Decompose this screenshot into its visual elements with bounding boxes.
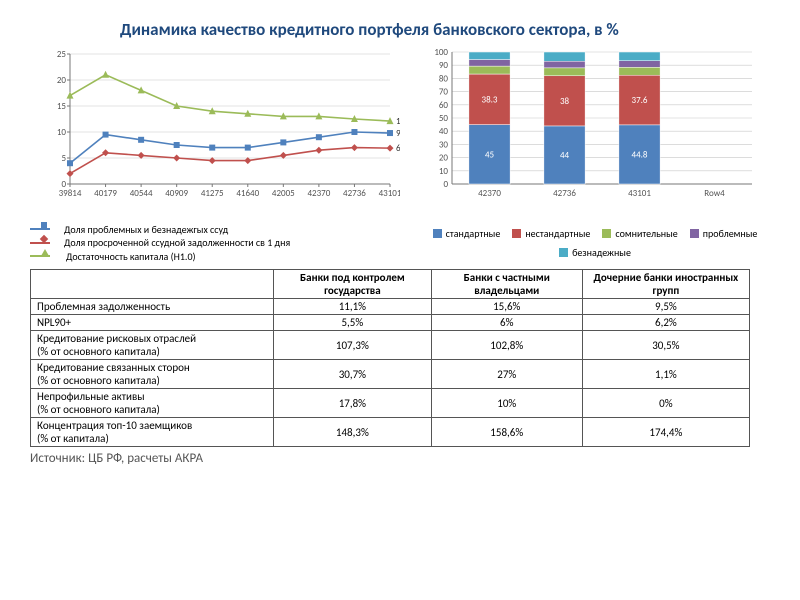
- line-chart: 0510152025398144017940544409094127541640…: [30, 46, 400, 264]
- svg-text:41640: 41640: [236, 188, 259, 199]
- svg-text:40909: 40909: [165, 188, 188, 199]
- svg-text:12.1: 12.1: [396, 116, 400, 127]
- bar-chart: 0 10 20 30 40 50 60 70 80 90 100 42370 45 38.3 42736 44…: [420, 46, 770, 264]
- table-header: Банки с частными владельцами: [431, 270, 582, 299]
- svg-text:Row4: Row4: [704, 188, 725, 199]
- table-row: Кредитование связанных сторон(% от основ…: [31, 360, 750, 389]
- svg-text:42736: 42736: [553, 188, 576, 199]
- svg-text:39814: 39814: [59, 188, 82, 199]
- svg-text:42370: 42370: [478, 188, 501, 199]
- svg-text:37.6: 37.6: [632, 95, 648, 106]
- table-header: Банки под контролем государства: [274, 270, 432, 299]
- svg-text:15: 15: [57, 101, 67, 112]
- bar-chart-svg: 0 10 20 30 40 50 60 70 80 90 100 42370 45 38.3 42736 44…: [420, 46, 760, 216]
- charts-row: 0 5 10 15 20 25 39814 40179 40544 40909 41275 41640…: [30, 46, 770, 264]
- svg-text:10: 10: [439, 165, 449, 176]
- legend-item: нестандартные: [512, 227, 590, 240]
- legend-item: Достаточность капитала (Н1.0): [30, 250, 400, 264]
- table-row: Концентрация топ-10 заемщиков(% от капит…: [31, 418, 750, 447]
- svg-text:25: 25: [57, 49, 67, 60]
- table-header: Дочерние банки иностранных групп: [582, 270, 749, 299]
- legend-item: стандартные: [433, 227, 501, 240]
- line-chart-svg: 0510152025398144017940544409094127541640…: [30, 46, 400, 216]
- data-table: Банки под контролем государстваБанки с ч…: [30, 269, 750, 447]
- svg-text:9.8: 9.8: [396, 128, 400, 139]
- svg-text:44: 44: [560, 150, 570, 161]
- svg-text:6.9: 6.9: [396, 143, 400, 154]
- svg-text:40179: 40179: [94, 188, 117, 199]
- svg-text:80: 80: [439, 73, 449, 84]
- svg-text:40544: 40544: [130, 188, 153, 199]
- svg-text:100: 100: [434, 47, 448, 58]
- svg-text:38: 38: [560, 95, 570, 106]
- table-row: Непрофильные активы(% от основного капит…: [31, 389, 750, 418]
- svg-text:42370: 42370: [307, 188, 330, 199]
- svg-text:40: 40: [439, 126, 449, 137]
- svg-text:0: 0: [443, 179, 448, 190]
- svg-text:42005: 42005: [272, 188, 295, 199]
- table-row: Проблемная задолженность11,1%15,6%9,5%: [31, 299, 750, 315]
- svg-text:45: 45: [485, 149, 495, 160]
- table-row: NPL90+5,5%6%6,2%: [31, 315, 750, 331]
- svg-text:20: 20: [57, 75, 67, 86]
- svg-text:42736: 42736: [343, 188, 366, 199]
- page-title: Динамика качество кредитного портфеля ба…: [120, 20, 770, 40]
- line-chart-legend: Доля проблемных и безнадежгых ссудДоля п…: [30, 223, 400, 264]
- bar-chart-legend: стандартные нестандартные сомнительные проб…: [420, 227, 770, 259]
- legend-item: Доля проблемных и безнадежгых ссуд: [30, 223, 400, 237]
- svg-text:20: 20: [439, 152, 449, 163]
- table-header: [31, 270, 274, 299]
- svg-text:70: 70: [439, 86, 449, 97]
- legend-item: Доля просроченной ссудной задолженности …: [30, 236, 400, 250]
- svg-text:43101: 43101: [379, 188, 400, 199]
- svg-text:30: 30: [439, 139, 449, 150]
- legend-item: проблемные: [690, 227, 758, 240]
- slide: Динамика качество кредитного портфеля ба…: [0, 0, 800, 600]
- svg-text:41275: 41275: [201, 188, 224, 199]
- svg-text:60: 60: [439, 99, 449, 110]
- svg-text:38.3: 38.3: [482, 94, 498, 105]
- svg-text:43101: 43101: [628, 188, 651, 199]
- source-text: Источник: ЦБ РФ, расчеты АКРА: [30, 451, 770, 466]
- svg-text:44.8: 44.8: [632, 149, 648, 160]
- legend-item: безнадежные: [559, 246, 631, 259]
- svg-text:90: 90: [439, 60, 449, 71]
- svg-text:10: 10: [57, 127, 67, 138]
- svg-text:5: 5: [61, 153, 66, 164]
- table-row: Кредитование рисковых отраслей(% от осно…: [31, 331, 750, 360]
- svg-text:50: 50: [439, 113, 449, 124]
- legend-item: сомнительные: [602, 227, 677, 240]
